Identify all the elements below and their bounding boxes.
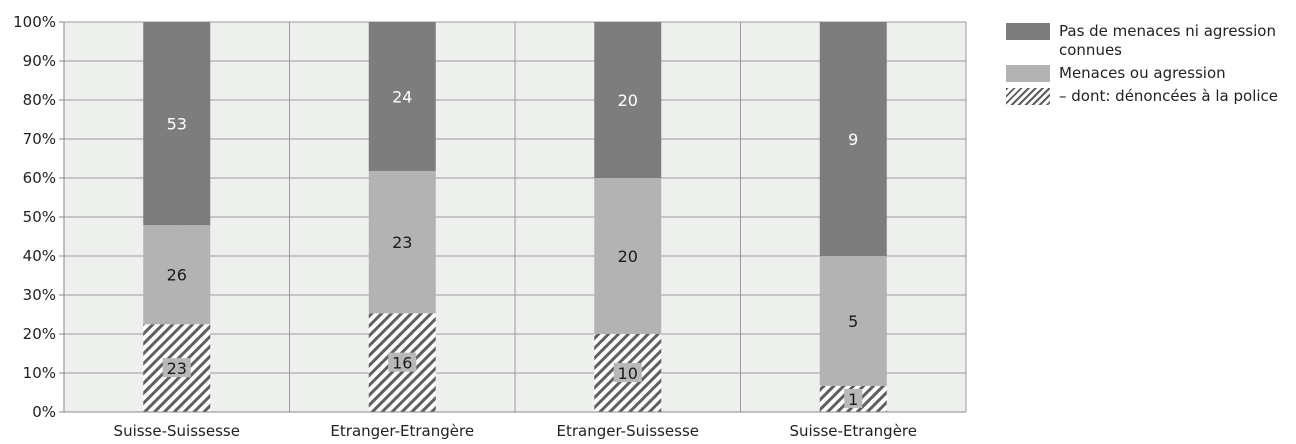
data-label: 20	[618, 91, 638, 110]
bar-segment	[368, 170, 436, 314]
y-tick-label: 50%	[23, 208, 56, 226]
bar-segment	[368, 22, 436, 171]
legend-swatch-hatch	[1006, 88, 1050, 105]
y-tick-label: 20%	[23, 325, 56, 343]
y-tick-label: 0%	[32, 403, 56, 421]
x-tick-label: Etranger-Etrangère	[330, 422, 474, 440]
x-tick-label: Etranger-Suissesse	[556, 422, 699, 440]
data-label: 23	[167, 359, 187, 378]
y-tick-label: 90%	[23, 52, 56, 70]
bar-segment	[594, 22, 662, 178]
y-tick-label: 60%	[23, 169, 56, 187]
x-tick-label: Suisse-Suissesse	[114, 422, 240, 440]
data-label-bg	[162, 358, 191, 378]
y-tick-label: 80%	[23, 91, 56, 109]
x-tick-label: Suisse-Etrangère	[789, 422, 917, 440]
data-label: 53	[167, 115, 187, 134]
legend-item-threat: Menaces ou agression	[1006, 64, 1291, 83]
data-label: 10	[618, 364, 638, 383]
y-tick-label: 30%	[23, 286, 56, 304]
bar-segment	[143, 22, 211, 226]
bar-segment	[594, 178, 662, 334]
y-tick-label: 100%	[13, 13, 56, 31]
data-label: 20	[618, 247, 638, 266]
legend-label: – dont: dénoncées à la police	[1059, 87, 1279, 105]
legend-label: Pas de menaces ni agression connues	[1059, 22, 1276, 59]
y-tick-label: 10%	[23, 364, 56, 382]
y-tick-label: 70%	[23, 130, 56, 148]
data-label: 23	[392, 233, 412, 252]
chart-legend: Pas de menaces ni agression connues Mena…	[1006, 22, 1291, 110]
bar-segment	[143, 225, 211, 325]
data-label: 9	[848, 130, 858, 149]
legend-label: Menaces ou agression	[1059, 64, 1226, 82]
y-tick-label: 40%	[23, 247, 56, 265]
legend-item-no-threat: Pas de menaces ni agression connues	[1006, 22, 1291, 60]
data-label: 16	[392, 354, 412, 373]
bar-segment	[819, 256, 887, 386]
data-label: 5	[848, 312, 858, 331]
data-label-bg	[388, 352, 417, 372]
bar-segment	[819, 22, 887, 256]
data-label: 26	[167, 266, 187, 285]
legend-item-reported: – dont: dénoncées à la police	[1006, 87, 1291, 106]
data-label-bg	[844, 388, 863, 408]
data-label: 24	[392, 87, 412, 106]
legend-swatch-light	[1006, 65, 1050, 82]
legend-swatch-dark	[1006, 23, 1050, 40]
data-label-bg	[613, 363, 642, 382]
data-label: 1	[848, 390, 858, 409]
